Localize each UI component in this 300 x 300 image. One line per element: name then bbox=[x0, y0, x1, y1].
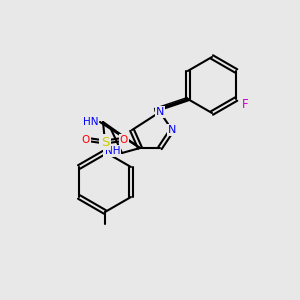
Text: F: F bbox=[242, 98, 248, 110]
Text: N: N bbox=[156, 107, 164, 117]
Text: HN: HN bbox=[82, 117, 98, 127]
Text: NH: NH bbox=[104, 146, 120, 156]
Text: O: O bbox=[82, 135, 90, 145]
Text: O: O bbox=[120, 135, 128, 145]
Text: N: N bbox=[168, 125, 176, 135]
Text: S: S bbox=[101, 136, 109, 148]
